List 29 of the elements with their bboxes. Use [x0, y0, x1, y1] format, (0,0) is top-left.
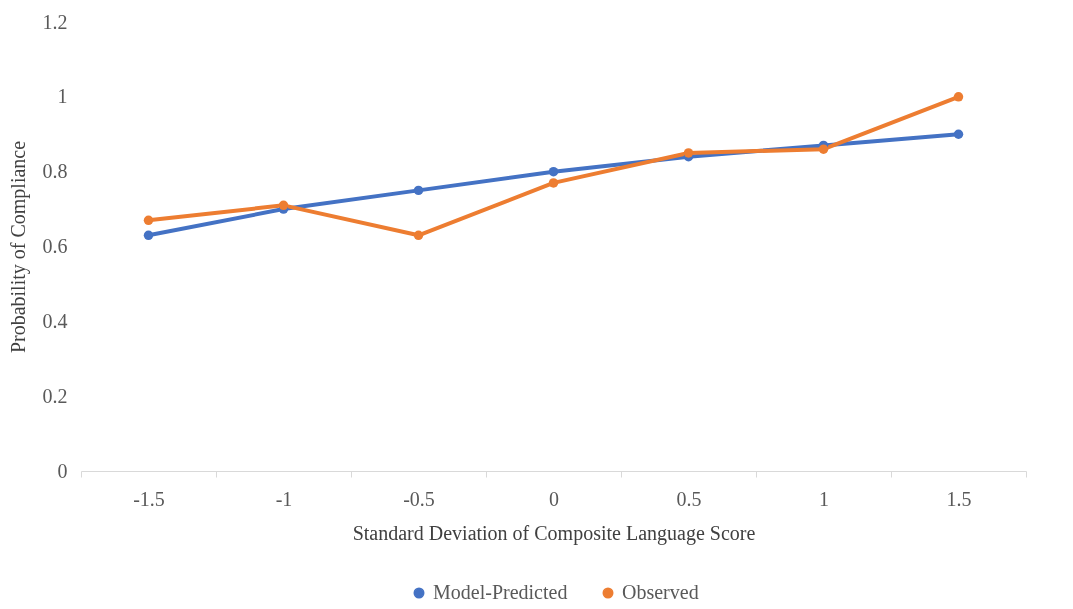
point [143, 215, 154, 226]
x-axis-title: Standard Deviation of Composite Language Score [352, 521, 756, 545]
point [413, 185, 424, 196]
point [143, 230, 154, 241]
y-tick-label: 1.2 [42, 10, 68, 33]
y-tick-label: 0 [57, 459, 68, 482]
point [278, 200, 289, 211]
point [953, 129, 964, 139]
x-tick-label: -1 [275, 487, 293, 510]
point [683, 148, 694, 158]
point [953, 92, 964, 102]
y-tick-label: 0.2 [42, 384, 68, 407]
legend-label: Observed [622, 581, 699, 603]
point [548, 166, 559, 177]
x-tick-label: 1 [819, 487, 829, 510]
y-tick-label: 0.6 [42, 235, 68, 257]
x-tick-label: -0.5 [403, 487, 435, 510]
x-tick-label: -1.5 [133, 487, 165, 510]
legend-label: Model-Predicted [433, 581, 568, 603]
x-tick-label: 0 [549, 487, 559, 510]
x-tick-label: 1.5 [946, 487, 972, 510]
x-tick-label: 0.5 [676, 487, 702, 510]
point [548, 178, 559, 188]
y-tick-label: 0.8 [42, 160, 68, 183]
y-tick-label: 0.4 [42, 309, 68, 332]
y-tick-label: 1 [57, 85, 68, 108]
y-axis-title: Probability of Compliance [6, 140, 30, 354]
point [818, 144, 829, 154]
point [413, 230, 424, 241]
